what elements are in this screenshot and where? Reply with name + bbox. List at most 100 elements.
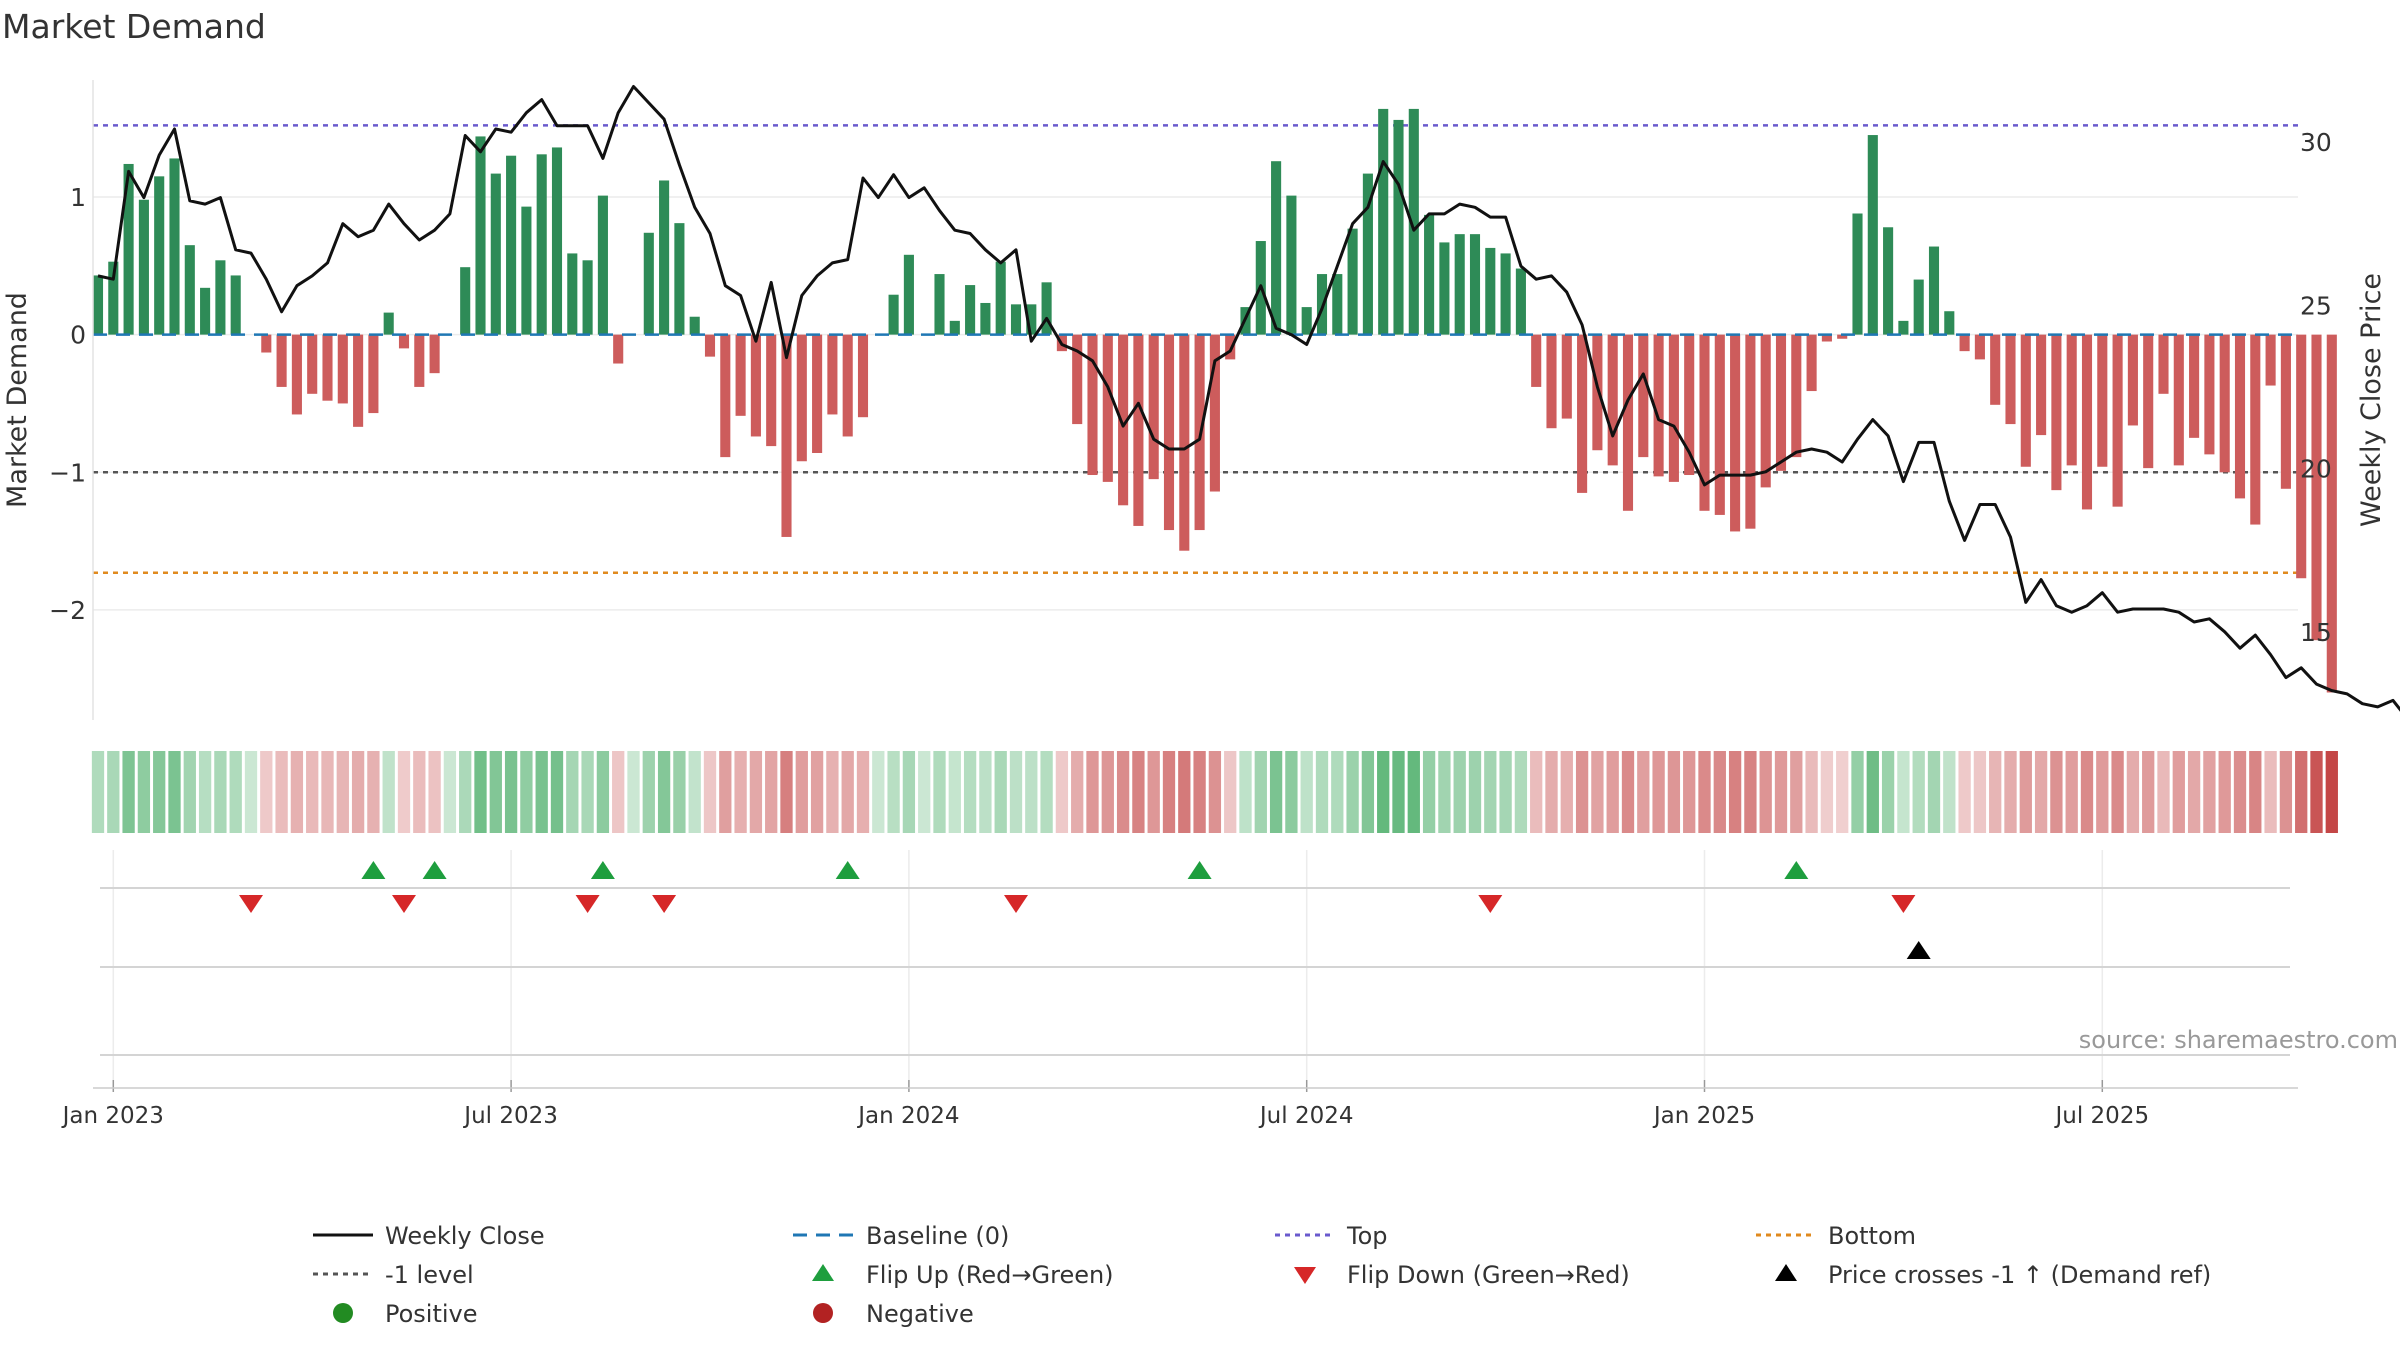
x-tick-label: Jan 2025 <box>1652 1103 1755 1129</box>
flip-up-marker <box>361 861 386 879</box>
strip-cell <box>2172 751 2185 833</box>
strip-cell <box>872 751 885 833</box>
strip-cell <box>1637 751 1650 833</box>
demand-bar <box>1454 234 1465 335</box>
strip-cell <box>1453 751 1466 833</box>
flip-down-marker <box>575 895 600 913</box>
strip-cell <box>1101 751 1114 833</box>
demand-bar <box>1102 334 1113 482</box>
strip-cell <box>443 751 457 833</box>
demand-bar <box>307 334 318 394</box>
demand-bar <box>1163 334 1175 531</box>
demand-bar <box>659 180 670 335</box>
demand-bar <box>689 316 700 335</box>
strip-cell <box>673 751 686 833</box>
strip-cell <box>1407 751 1420 833</box>
strip-cell <box>1897 751 1910 833</box>
strip-cell <box>2034 751 2048 833</box>
strip-cell <box>1683 751 1696 833</box>
strip-cell <box>198 751 212 833</box>
demand-bar <box>704 334 716 357</box>
strip-cell <box>2004 751 2017 833</box>
strip-cell <box>1422 751 1436 833</box>
strip-cell <box>1438 751 1451 833</box>
demand-bar <box>1990 334 2001 405</box>
x-tick-label: Jan 2023 <box>61 1103 164 1129</box>
demand-bar <box>735 334 746 416</box>
strip-cell <box>2264 751 2277 833</box>
demand-bar <box>337 334 348 404</box>
demand-heat-strip <box>91 751 2338 833</box>
demand-bar <box>597 195 608 335</box>
flip-down-marker <box>652 895 677 913</box>
strip-cell <box>1744 751 1757 833</box>
strip-cell <box>765 751 778 833</box>
demand-bar <box>1179 334 1190 551</box>
legend: Weekly Close Baseline (0) Top Bottom -1 … <box>313 1222 2211 1328</box>
demand-bar <box>521 206 532 335</box>
demand-bar <box>1745 334 1756 529</box>
strip-cell <box>1514 751 1528 833</box>
strip-cell <box>2065 751 2078 833</box>
strip-cell <box>1530 751 1543 833</box>
strip-cell <box>780 751 793 833</box>
strip-cell <box>2142 751 2155 833</box>
axes-layer: 1 0 −1 −2 30 25 20 15 Jan 2023 Jul 2023 Jan 2024 Ju… <box>49 80 2332 1129</box>
strip-cell <box>1116 751 1130 833</box>
demand-bar <box>1118 334 1129 506</box>
demand-bar <box>1638 334 1649 458</box>
strip-cell <box>826 751 839 833</box>
strip-cell <box>2279 751 2293 833</box>
strip-cell <box>2187 751 2201 833</box>
strip-cell <box>275 751 288 833</box>
strip-cell <box>459 751 472 833</box>
legend-weekly-close-label: Weekly Close <box>385 1222 545 1250</box>
strip-cell <box>1086 751 1099 833</box>
strip-cell <box>1989 751 2002 833</box>
demand-bar <box>1439 242 1450 335</box>
strip-cell <box>520 751 533 833</box>
legend-top-label: Top <box>1346 1222 1388 1250</box>
strip-cell <box>887 751 900 833</box>
demand-bar <box>1806 334 1817 392</box>
y-axis-label: Market Demand <box>2 292 33 508</box>
demand-bar <box>1301 307 1312 335</box>
demand-bar <box>1684 334 1695 476</box>
demand-bar <box>582 260 593 335</box>
strip-cell <box>1606 751 1619 833</box>
strip-cell <box>397 751 411 833</box>
demand-bar <box>368 334 379 414</box>
strip-cell <box>1728 751 1742 833</box>
y-tick-label: −1 <box>49 458 86 487</box>
demand-bar <box>2296 334 2307 579</box>
strip-cell <box>1468 751 1482 833</box>
demand-bar <box>934 274 945 335</box>
strip-cell <box>229 751 242 833</box>
demand-bar <box>490 173 501 335</box>
demand-bar <box>1209 334 1220 492</box>
strip-cell <box>1545 751 1558 833</box>
demand-bar <box>1026 304 1037 335</box>
strip-cell <box>795 751 808 833</box>
strip-cell <box>933 751 946 833</box>
demand-bar <box>1225 334 1236 360</box>
strip-cell <box>979 751 992 833</box>
strip-cell <box>1331 751 1344 833</box>
demand-bar <box>2311 334 2322 641</box>
strip-cell <box>183 751 196 833</box>
demand-bar <box>2173 334 2184 466</box>
strip-cell <box>382 751 395 833</box>
demand-bar <box>2112 334 2123 507</box>
strip-cell <box>841 751 854 833</box>
demand-bar <box>2158 334 2169 394</box>
strip-cell <box>550 751 564 833</box>
demand-bar <box>1485 247 1496 335</box>
strip-cell <box>489 751 502 833</box>
y2-axis-label: Weekly Close Price <box>2356 273 2387 527</box>
demand-bar <box>276 334 287 387</box>
strip-cell <box>856 751 870 833</box>
demand-bar <box>460 267 471 335</box>
strip-cell <box>2233 751 2247 833</box>
demand-bar <box>2189 334 2200 438</box>
strip-cell <box>1009 751 1023 833</box>
